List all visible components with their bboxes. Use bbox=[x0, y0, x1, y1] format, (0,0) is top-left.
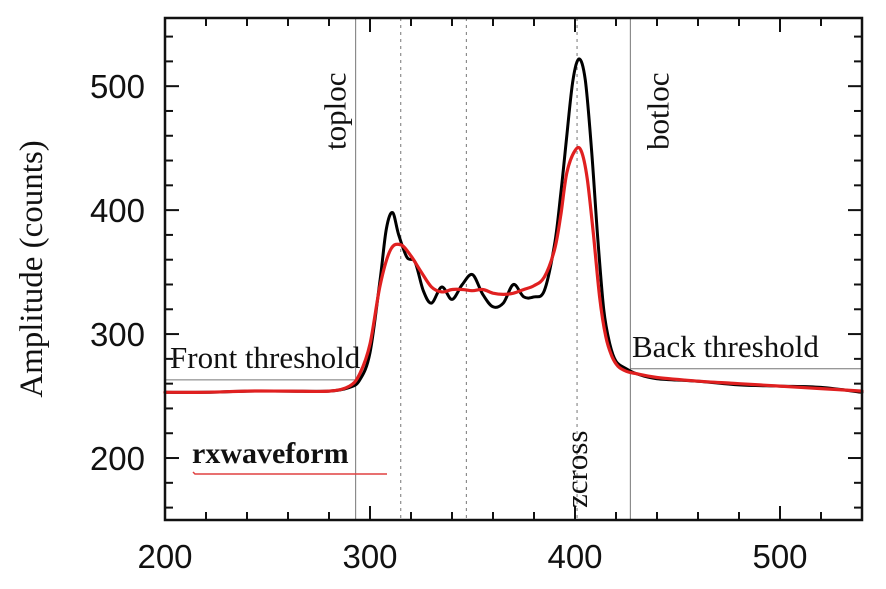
x-tick-label-400: 400 bbox=[547, 538, 602, 575]
x-tick-label-300: 300 bbox=[342, 538, 397, 575]
back-threshold-label: Back threshold bbox=[632, 329, 819, 364]
series-line-1 bbox=[163, 145, 864, 394]
zcross-label: zcross bbox=[559, 431, 594, 508]
reference-lines bbox=[165, 18, 862, 520]
y-tick-label-200: 200 bbox=[90, 440, 145, 477]
rxwaveform-label: rxwaveform bbox=[192, 437, 349, 470]
x-tick-label-200: 200 bbox=[137, 538, 192, 575]
x-tick-label-500: 500 bbox=[752, 538, 807, 575]
y-tick-label-400: 400 bbox=[90, 192, 145, 229]
tick-labels: 200 300 400 500 200 300 400 500 bbox=[90, 68, 808, 575]
axis-ticks bbox=[164, 18, 863, 520]
rxwaveform-underline bbox=[192, 471, 387, 475]
data-curves bbox=[163, 57, 864, 394]
botloc-label: botloc bbox=[640, 73, 675, 151]
y-tick-label-500: 500 bbox=[90, 68, 145, 105]
plot-frame bbox=[163, 16, 864, 522]
y-axis-label: Amplitude (counts) bbox=[14, 140, 50, 398]
toploc-label: toploc bbox=[318, 73, 353, 151]
y-tick-label-300: 300 bbox=[90, 316, 145, 353]
front-threshold-label: Front threshold bbox=[170, 340, 361, 375]
